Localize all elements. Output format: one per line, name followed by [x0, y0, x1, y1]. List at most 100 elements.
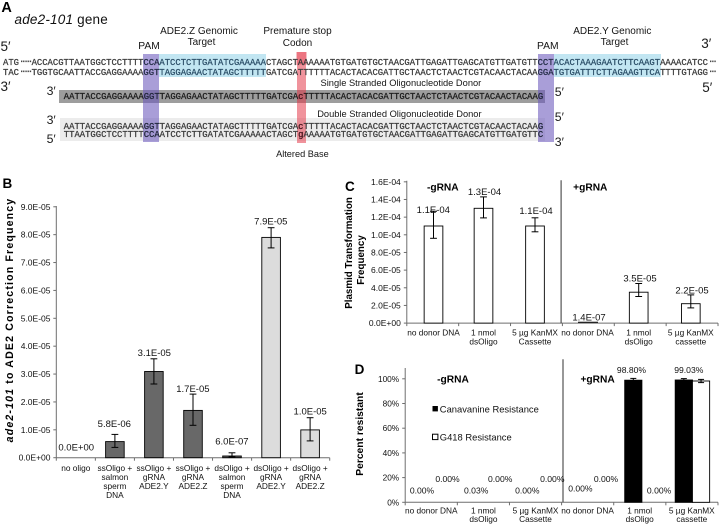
svg-text:3.1E-05: 3.1E-05 [138, 348, 171, 359]
svg-text:6.0E-07: 6.0E-07 [215, 437, 248, 448]
svg-text:1.0E-04: 1.0E-04 [371, 230, 401, 240]
svg-text:1.4E-04: 1.4E-04 [371, 194, 401, 204]
svg-text:Percent resistant: Percent resistant [355, 392, 366, 476]
svg-text:ADE2.Z: ADE2.Z [178, 481, 207, 491]
svg-text:100%: 100% [378, 374, 400, 384]
svg-text:dsOligo +: dsOligo + [214, 463, 249, 473]
svg-text:ade2-101 to ADE2 Correction Fr: ade2-101 to ADE2 Correction Frequency [4, 198, 16, 443]
svg-text:dsOligo: dsOligo [625, 336, 654, 346]
svg-text:5 µg KanMX: 5 µg KanMX [513, 506, 559, 516]
svg-text:1 nmol: 1 nmol [626, 328, 651, 338]
svg-text:ssOligo +: ssOligo + [176, 463, 211, 473]
svg-text:gRNA: gRNA [182, 472, 205, 482]
svg-text:5.8E-06: 5.8E-06 [98, 419, 131, 430]
svg-text:ADE2.Y: ADE2.Y [256, 481, 286, 491]
svg-text:6.0E-05: 6.0E-05 [371, 265, 401, 275]
svg-text:0.00%: 0.00% [540, 474, 565, 484]
svg-text:1.1E-04: 1.1E-04 [417, 205, 450, 216]
svg-text:6.0E-05: 6.0E-05 [21, 285, 51, 295]
svg-text:5 µg KanMX: 5 µg KanMX [669, 506, 715, 516]
svg-text:ADE2.Y: ADE2.Y [139, 481, 169, 491]
svg-text:2.2E-05: 2.2E-05 [675, 286, 708, 297]
svg-text:Canavanine Resistance: Canavanine Resistance [440, 403, 539, 414]
svg-text:no donor DNA: no donor DNA [561, 506, 614, 516]
svg-text:98.80%: 98.80% [617, 365, 647, 375]
svg-text:5.0E-05: 5.0E-05 [21, 313, 51, 323]
svg-text:60%: 60% [383, 423, 400, 433]
svg-text:0.03%: 0.03% [464, 485, 489, 495]
svg-text:sperm: sperm [103, 481, 126, 491]
svg-text:1.3E-04: 1.3E-04 [468, 187, 501, 198]
svg-text:salmon: salmon [101, 472, 128, 482]
svg-text:3.5E-05: 3.5E-05 [623, 274, 656, 285]
svg-text:0%: 0% [387, 497, 400, 507]
svg-text:0.00%: 0.00% [568, 483, 593, 493]
svg-text:DNA: DNA [106, 490, 124, 500]
svg-text:1.0E-05: 1.0E-05 [294, 406, 327, 417]
svg-text:DNA: DNA [223, 490, 241, 500]
svg-text:0.00%: 0.00% [410, 485, 435, 495]
svg-text:8.0E-05: 8.0E-05 [21, 230, 51, 240]
svg-text:5 µg KanMX: 5 µg KanMX [512, 328, 558, 338]
svg-text:1.6E-04: 1.6E-04 [371, 177, 401, 187]
svg-text:cassette: cassette [675, 336, 706, 346]
svg-text:1.7E-05: 1.7E-05 [176, 384, 209, 395]
svg-text:D: D [355, 362, 365, 377]
svg-text:2.0E-05: 2.0E-05 [371, 300, 401, 310]
svg-text:C: C [345, 179, 355, 194]
svg-text:99.03%: 99.03% [674, 365, 704, 375]
svg-text:9.0E-05: 9.0E-05 [21, 202, 51, 212]
svg-text:sperm: sperm [221, 481, 244, 491]
svg-text:no donor DNA: no donor DNA [561, 328, 614, 338]
svg-text:80%: 80% [383, 399, 400, 409]
svg-text:1 nmol: 1 nmol [471, 328, 496, 338]
svg-text:-gRNA: -gRNA [437, 375, 469, 386]
svg-text:1 nmol: 1 nmol [627, 506, 652, 516]
svg-text:ssOligo +: ssOligo + [137, 463, 172, 473]
svg-text:5 µg KanMX: 5 µg KanMX [668, 328, 714, 338]
svg-text:0.00%: 0.00% [647, 485, 672, 495]
svg-text:0.00%: 0.00% [435, 474, 460, 484]
svg-text:gRNA: gRNA [260, 472, 283, 482]
svg-text:1.0E-05: 1.0E-05 [21, 425, 51, 435]
svg-text:no donor DNA: no donor DNA [407, 328, 460, 338]
svg-text:+gRNA: +gRNA [573, 183, 608, 194]
svg-text:no oligo: no oligo [61, 463, 90, 473]
svg-text:1.1E-04: 1.1E-04 [519, 206, 552, 217]
svg-text:dsOligo: dsOligo [469, 336, 498, 346]
svg-text:1.4E-07: 1.4E-07 [572, 313, 605, 324]
svg-text:cassette: cassette [676, 514, 707, 524]
svg-text:dsOligo +: dsOligo + [293, 463, 328, 473]
svg-text:Frequency: Frequency [356, 235, 367, 285]
svg-text:8.0E-05: 8.0E-05 [371, 247, 401, 257]
svg-text:Cassette: Cassette [519, 514, 552, 524]
svg-text:-gRNA: -gRNA [427, 183, 459, 194]
svg-text:20%: 20% [383, 473, 400, 483]
svg-text:4.0E-05: 4.0E-05 [21, 341, 51, 351]
svg-text:dsOligo: dsOligo [626, 514, 655, 524]
svg-text:0.0E+00: 0.0E+00 [58, 442, 94, 453]
svg-text:gRNA: gRNA [143, 472, 166, 482]
svg-text:dsOligo +: dsOligo + [253, 463, 288, 473]
svg-text:salmon: salmon [219, 472, 246, 482]
svg-text:+gRNA: +gRNA [580, 375, 615, 386]
svg-text:dsOligo: dsOligo [469, 514, 498, 524]
svg-text:gRNA: gRNA [299, 472, 322, 482]
svg-text:ADE2.Z: ADE2.Z [296, 481, 325, 491]
svg-text:0.00%: 0.00% [594, 474, 619, 484]
svg-text:Plasmid Transformation: Plasmid Transformation [344, 197, 355, 309]
svg-text:4.0E-05: 4.0E-05 [371, 283, 401, 293]
svg-text:0.0E+00: 0.0E+00 [369, 318, 401, 328]
svg-text:1 nmol: 1 nmol [471, 506, 496, 516]
svg-text:3.0E-05: 3.0E-05 [21, 369, 51, 379]
svg-text:no donor DNA: no donor DNA [405, 506, 458, 516]
svg-text:2.0E-05: 2.0E-05 [21, 397, 51, 407]
svg-text:Cassette: Cassette [519, 336, 552, 346]
svg-text:7.9E-05: 7.9E-05 [254, 216, 287, 227]
svg-text:7.0E-05: 7.0E-05 [21, 258, 51, 268]
svg-text:0.0E+00: 0.0E+00 [19, 453, 51, 463]
svg-text:0.00%: 0.00% [488, 474, 513, 484]
svg-text:ssOligo +: ssOligo + [97, 463, 132, 473]
svg-text:G418 Resistance: G418 Resistance [440, 432, 512, 443]
svg-text:0.00%: 0.00% [515, 485, 540, 495]
